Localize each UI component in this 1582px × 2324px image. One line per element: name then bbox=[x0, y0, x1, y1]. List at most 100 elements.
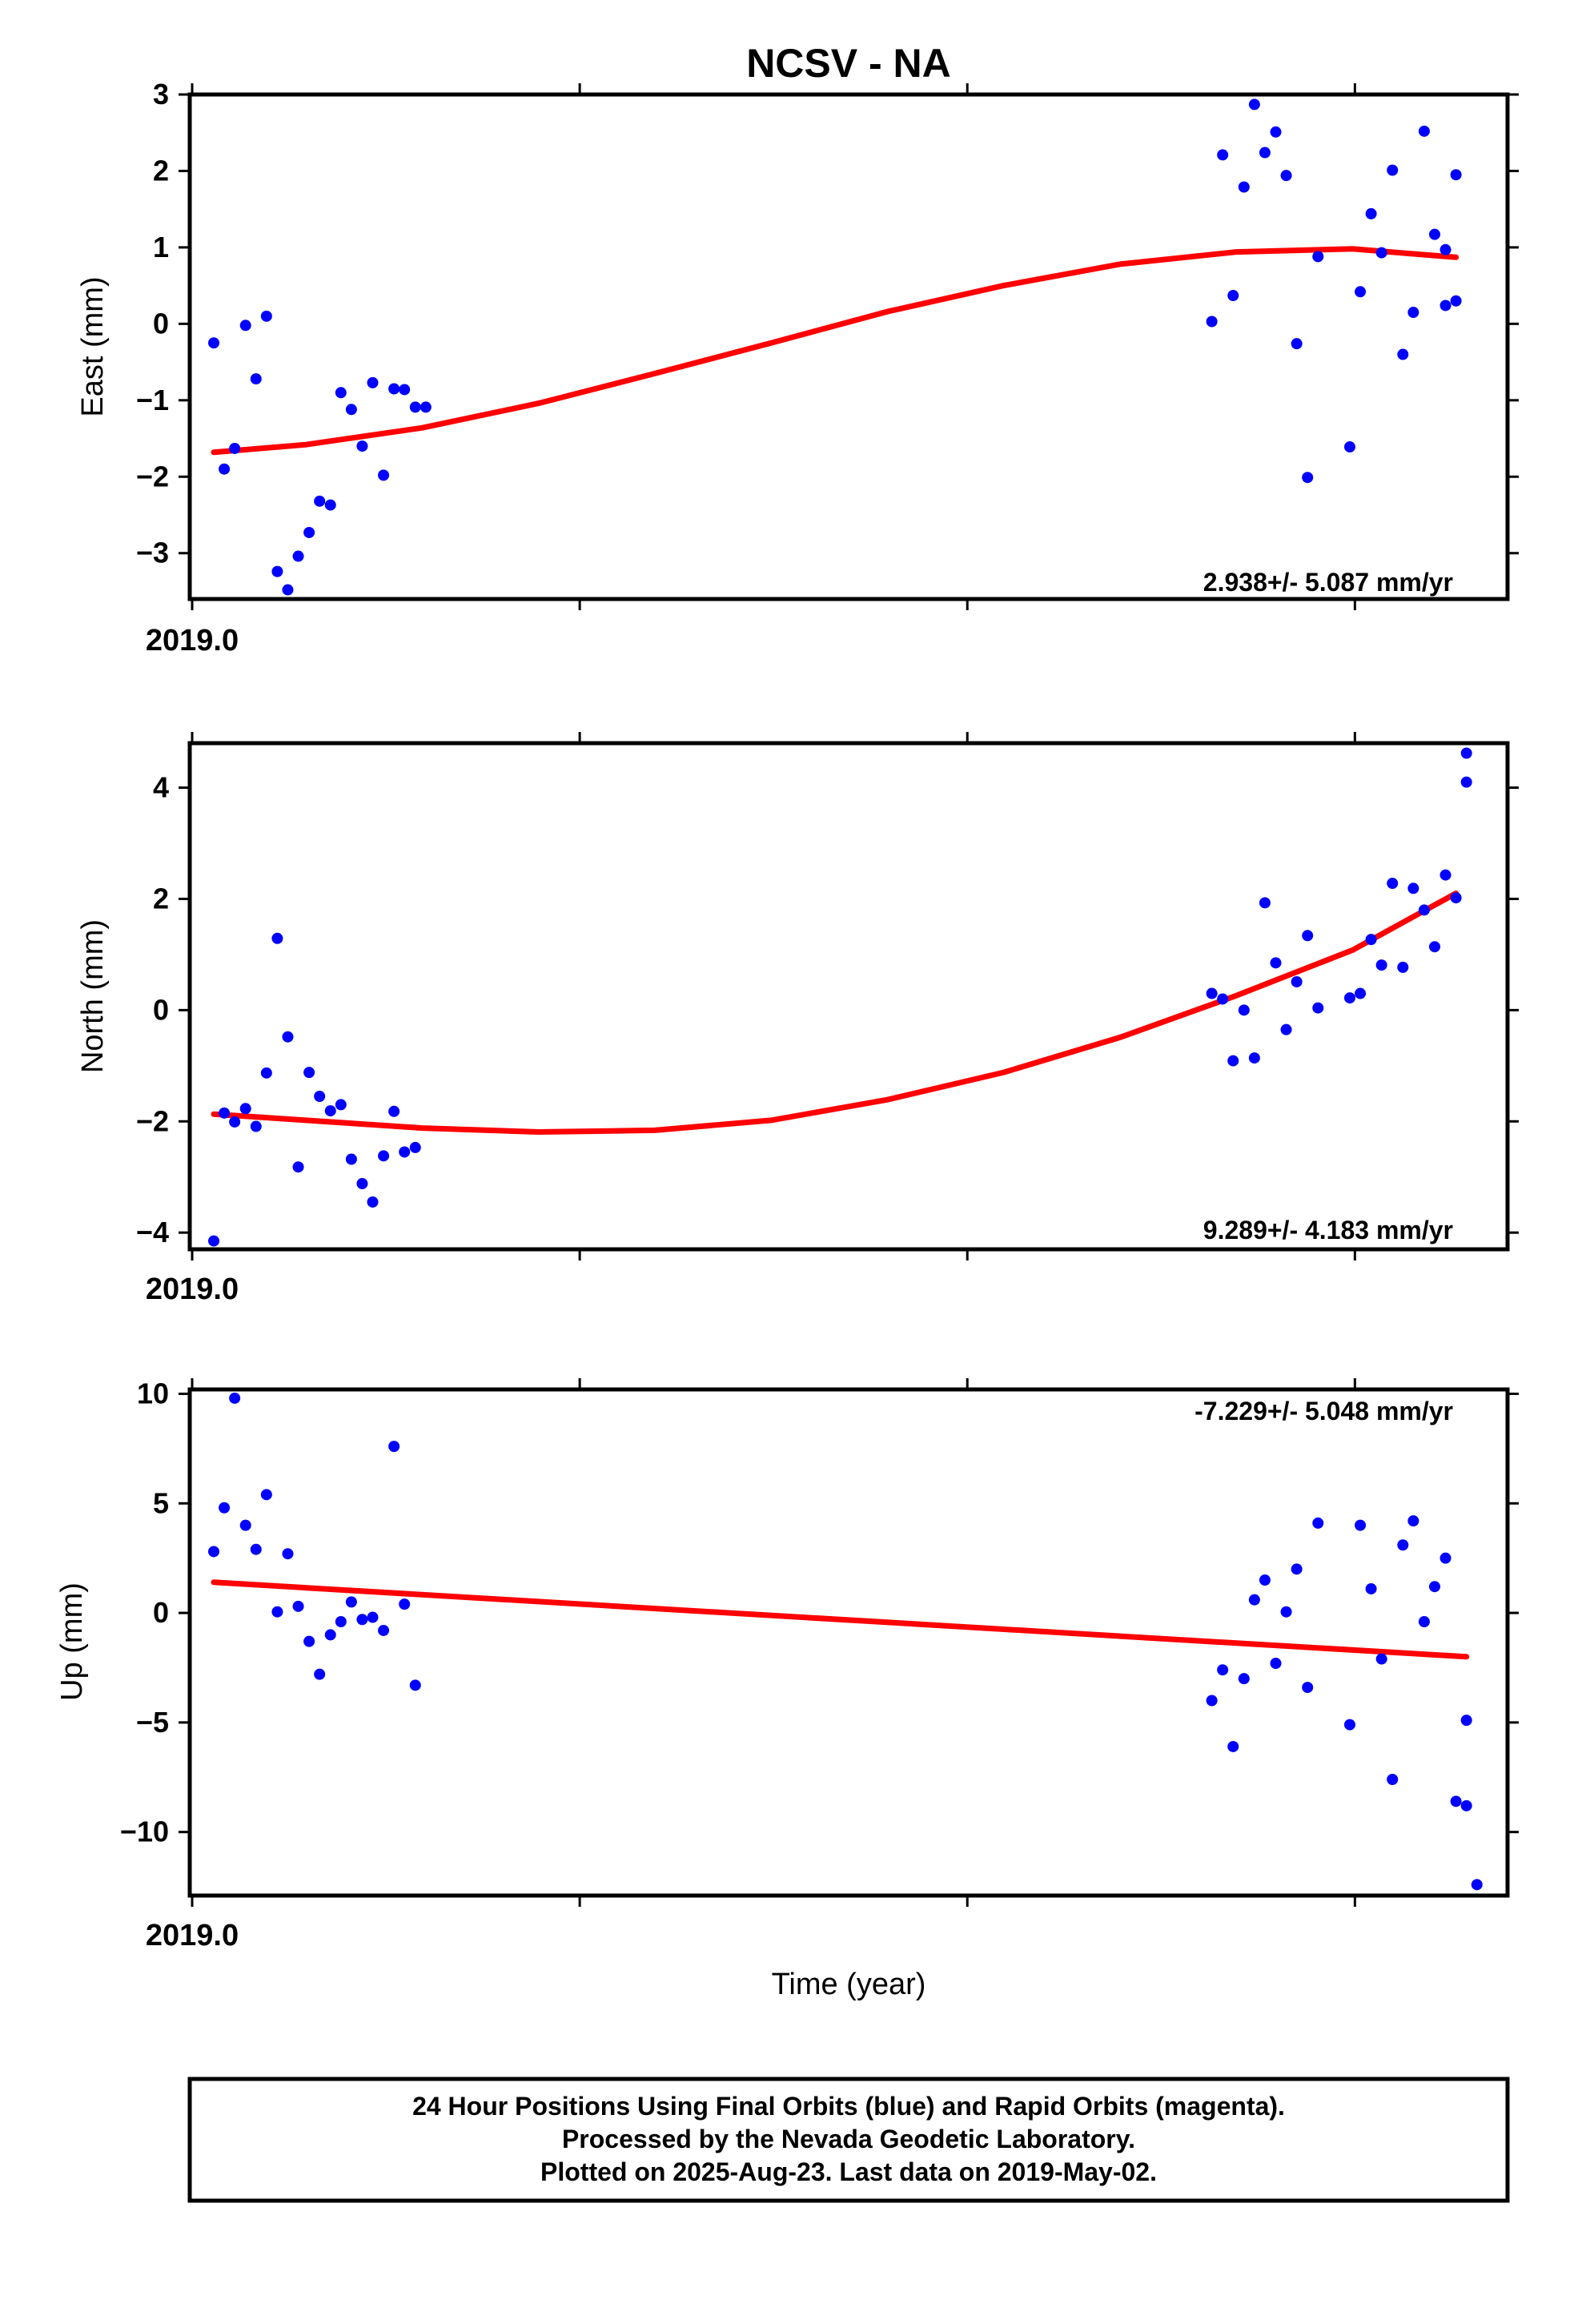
east-data-point bbox=[324, 499, 336, 511]
up-data-point bbox=[1407, 1515, 1419, 1527]
up-y-ticks: −10 −5 0 5 10 bbox=[120, 1377, 1519, 1848]
caption-box: 24 Hour Positions Using Final Orbits (bl… bbox=[187, 2077, 1510, 2203]
up-data-point bbox=[1217, 1664, 1229, 1676]
north-x-tick-label: 2019.0 bbox=[146, 1273, 239, 1306]
east-data-point bbox=[1418, 125, 1430, 137]
north-data-point bbox=[1259, 897, 1271, 909]
east-data-points bbox=[208, 99, 1462, 596]
up-data-point bbox=[1355, 1519, 1367, 1531]
east-data-point bbox=[1206, 316, 1218, 328]
up-fit-line bbox=[211, 1579, 1470, 1660]
east-data-point bbox=[292, 550, 304, 562]
east-x-tick-label: 2019.0 bbox=[146, 624, 239, 657]
up-data-point bbox=[250, 1543, 262, 1555]
up-data-point bbox=[208, 1546, 220, 1558]
up-data-point bbox=[1343, 1719, 1355, 1731]
north-data-point bbox=[1407, 883, 1419, 895]
east-data-point bbox=[1238, 181, 1250, 193]
east-data-point bbox=[1450, 295, 1462, 307]
east-data-point bbox=[378, 469, 390, 481]
east-data-point bbox=[208, 337, 220, 349]
north-data-point bbox=[1291, 975, 1303, 987]
up-y-tick-label: −10 bbox=[120, 1815, 169, 1848]
north-data-point bbox=[388, 1105, 400, 1117]
up-data-point bbox=[314, 1668, 326, 1680]
east-data-point bbox=[1387, 164, 1399, 176]
north-data-point bbox=[303, 1067, 315, 1079]
east-data-point bbox=[1291, 338, 1303, 350]
north-data-point bbox=[292, 1161, 304, 1173]
north-data-point bbox=[409, 1141, 421, 1153]
north-data-point bbox=[250, 1120, 262, 1132]
north-y-tick-label: −2 bbox=[136, 1104, 169, 1137]
up-data-point bbox=[1418, 1616, 1430, 1628]
up-fit-polyline bbox=[211, 1579, 1470, 1660]
east-data-point bbox=[303, 526, 315, 538]
north-data-point bbox=[1450, 892, 1462, 904]
north-data-points bbox=[208, 747, 1472, 1247]
east-data-point bbox=[388, 383, 400, 395]
up-data-point bbox=[378, 1624, 390, 1636]
caption-line-3: Plotted on 2025-Aug-23. Last data on 201… bbox=[540, 2157, 1157, 2186]
east-data-point bbox=[1270, 126, 1282, 138]
up-data-point bbox=[1428, 1581, 1440, 1593]
north-data-point bbox=[314, 1091, 326, 1103]
north-data-point bbox=[1270, 957, 1282, 969]
east-data-point bbox=[1217, 149, 1229, 161]
north-y-tick-label: −4 bbox=[136, 1216, 169, 1248]
north-y-ticks: −4 −2 0 2 4 bbox=[136, 771, 1519, 1248]
east-plot-frame bbox=[187, 92, 1510, 601]
east-data-point bbox=[1355, 286, 1367, 298]
north-data-point bbox=[1206, 987, 1218, 999]
north-data-point bbox=[1343, 992, 1355, 1004]
north-data-point bbox=[356, 1178, 368, 1190]
north-data-point bbox=[324, 1105, 336, 1117]
up-data-point bbox=[1280, 1606, 1292, 1618]
up-data-point bbox=[282, 1548, 294, 1560]
up-x-tick-label: 2019.0 bbox=[146, 1919, 239, 1952]
east-data-point bbox=[420, 401, 432, 413]
east-data-point bbox=[219, 463, 231, 475]
east-data-point bbox=[345, 404, 357, 416]
east-data-point bbox=[271, 565, 283, 577]
east-data-point bbox=[1365, 207, 1377, 219]
up-data-point bbox=[1248, 1594, 1260, 1606]
east-data-point bbox=[1227, 290, 1239, 302]
east-data-point bbox=[1343, 441, 1355, 453]
caption-line-1: 24 Hour Positions Using Final Orbits (bl… bbox=[412, 2092, 1285, 2121]
up-data-point bbox=[388, 1441, 400, 1453]
north-data-point bbox=[1248, 1052, 1260, 1064]
north-data-point bbox=[1418, 904, 1430, 916]
north-data-point bbox=[1227, 1055, 1239, 1067]
east-y-tick-label: 3 bbox=[153, 78, 169, 111]
north-data-point bbox=[399, 1146, 411, 1158]
caption-frame bbox=[187, 2077, 1510, 2203]
east-data-point bbox=[1280, 170, 1292, 182]
up-data-point bbox=[1312, 1517, 1324, 1529]
east-y-tick-label: 1 bbox=[153, 231, 169, 263]
north-data-point bbox=[1428, 941, 1440, 953]
up-data-point bbox=[1291, 1563, 1303, 1575]
up-data-point bbox=[409, 1679, 421, 1691]
east-x-ticks bbox=[191, 83, 1356, 610]
up-data-point bbox=[271, 1606, 283, 1618]
north-data-point bbox=[345, 1153, 357, 1165]
east-data-point bbox=[1259, 147, 1271, 159]
east-fit-line bbox=[211, 246, 1460, 456]
up-y-tick-label: −5 bbox=[136, 1706, 169, 1739]
up-y-tick-label: 0 bbox=[153, 1596, 169, 1629]
up-data-point bbox=[1375, 1653, 1387, 1665]
north-data-point bbox=[208, 1235, 220, 1247]
east-data-point bbox=[1312, 251, 1324, 263]
x-axis-label: Time (year) bbox=[772, 1968, 926, 2001]
up-data-point bbox=[239, 1519, 251, 1531]
up-data-points bbox=[208, 1392, 1483, 1891]
east-panel: −3 −2 −1 0 1 2 3 East (mm) 2.938+/- 5.087 mm/y… bbox=[76, 78, 1519, 657]
east-data-point bbox=[229, 442, 241, 454]
up-data-point bbox=[335, 1616, 347, 1628]
north-data-point bbox=[1238, 1004, 1250, 1016]
north-data-point bbox=[282, 1031, 294, 1043]
north-y-tick-label: 2 bbox=[153, 882, 169, 915]
